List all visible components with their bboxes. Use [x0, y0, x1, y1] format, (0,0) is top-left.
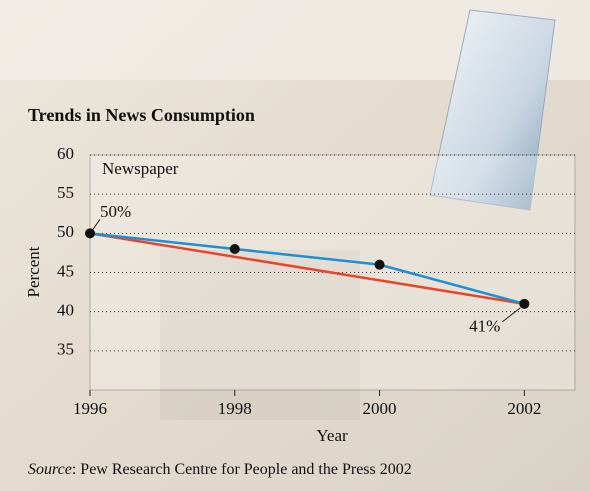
y-tick-label: 60: [57, 144, 74, 163]
x-tick-label: 1998: [218, 399, 252, 418]
x-tick-label: 2002: [507, 399, 541, 418]
data-label: 50%: [100, 202, 131, 221]
source-prefix: Source: [28, 461, 72, 478]
y-tick-label: 45: [57, 261, 74, 280]
label-leader: [502, 307, 521, 323]
y-tick-label: 35: [57, 340, 74, 359]
background-stack: [160, 250, 360, 420]
source-text: : Pew Research Centre for People and the…: [72, 461, 412, 478]
y-tick-label: 50: [57, 222, 74, 241]
data-line: [89, 232, 525, 306]
chart-title: Trends in News Consumption: [28, 105, 255, 125]
data-label: 41%: [469, 317, 500, 336]
x-tick-label: 1996: [73, 399, 107, 418]
x-axis-title: Year: [316, 426, 348, 445]
label-leader: [92, 219, 101, 230]
source: Source: Pew Research Centre for People a…: [28, 461, 412, 478]
data-point: [374, 259, 385, 270]
data-point: [229, 244, 240, 254]
data-point: [519, 298, 530, 309]
newspaper-image: [429, 9, 556, 211]
data-line: [89, 232, 525, 306]
x-tick-label: 2000: [363, 399, 397, 418]
y-tick-label: 55: [57, 183, 74, 202]
panel-label: Newspaper: [102, 159, 179, 178]
data-point: [85, 228, 95, 239]
y-axis-title: Percent: [24, 246, 43, 297]
y-tick-label: 40: [57, 301, 74, 320]
